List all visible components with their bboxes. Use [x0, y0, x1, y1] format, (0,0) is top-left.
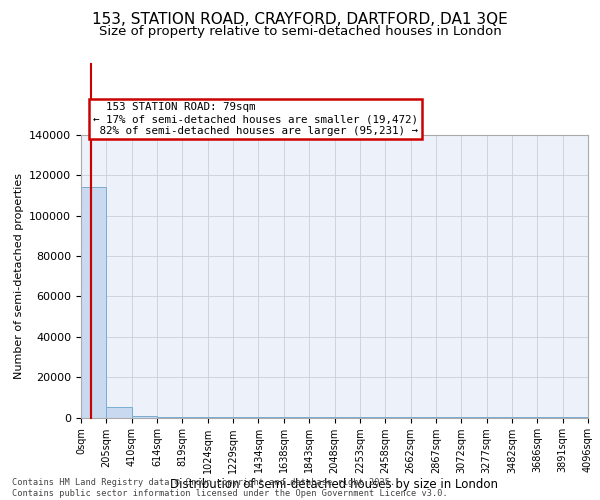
Text: Size of property relative to semi-detached houses in London: Size of property relative to semi-detach…	[98, 25, 502, 38]
Bar	[81, 188, 106, 418]
X-axis label: Distribution of semi-detached houses by size in London: Distribution of semi-detached houses by …	[170, 478, 499, 492]
Text: 153 STATION ROAD: 79sqm
← 17% of semi-detached houses are smaller (19,472)
 82% : 153 STATION ROAD: 79sqm ← 17% of semi-de…	[93, 102, 418, 136]
Bar	[132, 416, 157, 418]
Text: Contains HM Land Registry data © Crown copyright and database right 2025.
Contai: Contains HM Land Registry data © Crown c…	[12, 478, 448, 498]
Text: 153, STATION ROAD, CRAYFORD, DARTFORD, DA1 3QE: 153, STATION ROAD, CRAYFORD, DARTFORD, D…	[92, 12, 508, 28]
Bar	[157, 417, 182, 418]
Y-axis label: Number of semi-detached properties: Number of semi-detached properties	[14, 174, 23, 379]
Bar	[106, 408, 132, 418]
